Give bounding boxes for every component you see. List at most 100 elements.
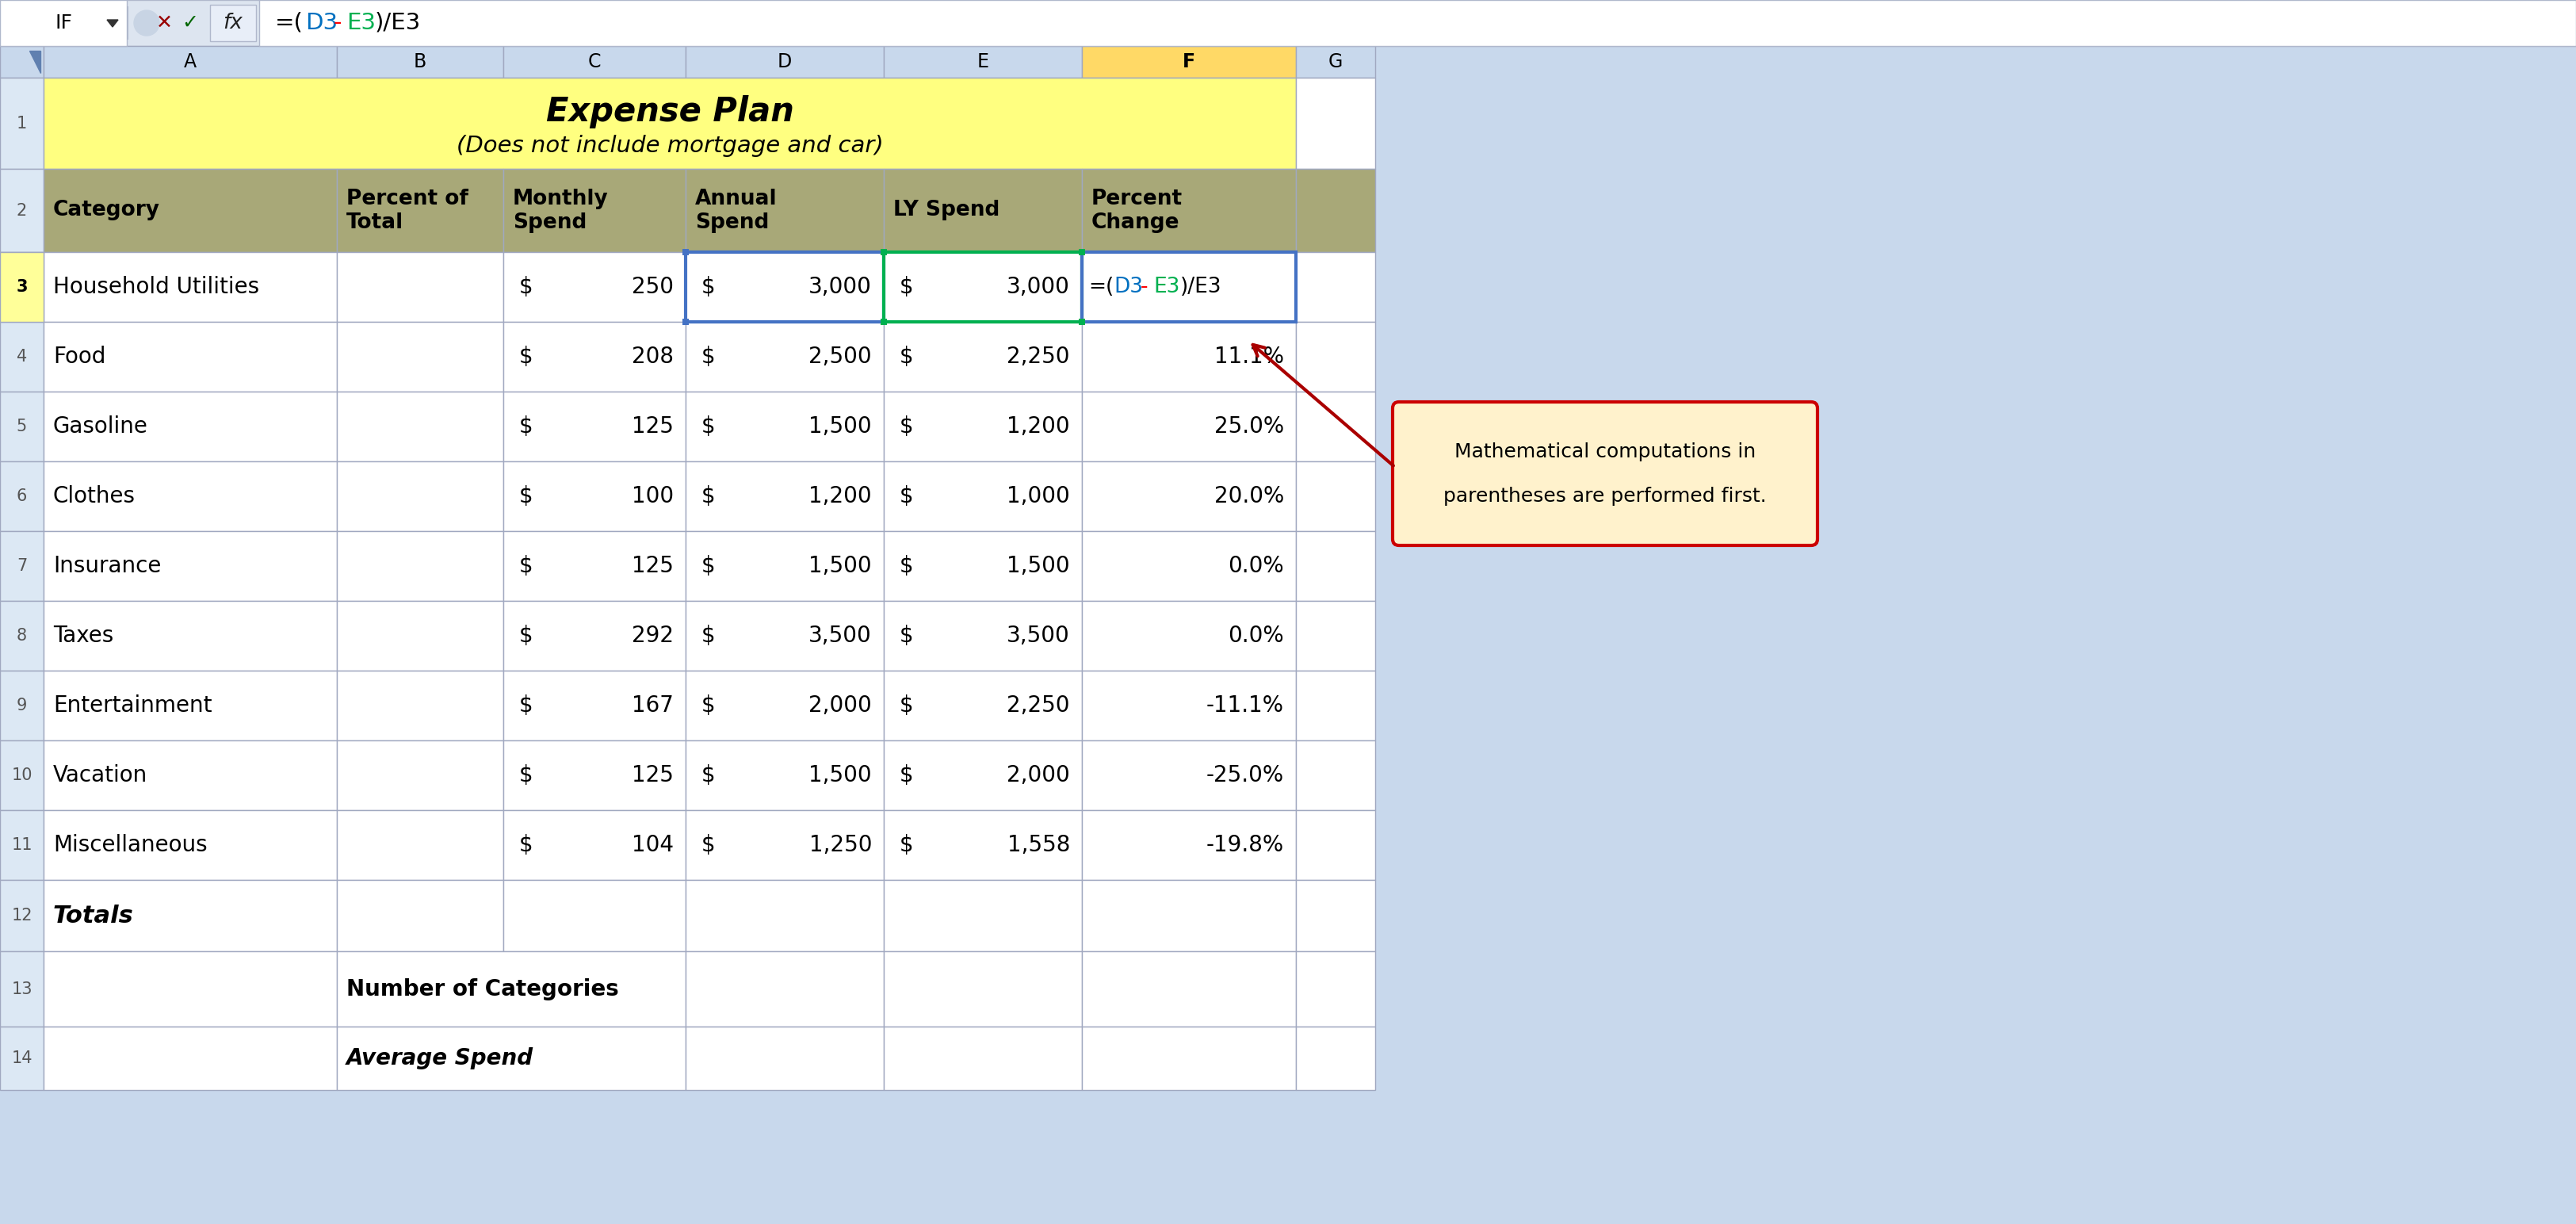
Text: Entertainment: Entertainment [54, 694, 211, 716]
Bar [44, 671, 337, 741]
Bar [0, 741, 44, 810]
Bar [44, 810, 337, 880]
Text: -: - [1141, 277, 1149, 297]
Text: 2,250: 2,250 [1007, 345, 1069, 368]
Bar [502, 392, 685, 461]
Bar [1082, 47, 1296, 77]
Text: 1,500: 1,500 [1007, 554, 1069, 578]
Bar [44, 392, 337, 461]
Text: 12: 12 [10, 908, 33, 924]
Text: 9: 9 [15, 698, 28, 714]
Text: 3,000: 3,000 [1007, 275, 1069, 299]
Text: B: B [415, 53, 428, 71]
Text: $: $ [701, 275, 716, 299]
Bar [884, 169, 1082, 252]
Bar [685, 461, 884, 531]
Bar [0, 531, 44, 601]
Text: D3: D3 [304, 12, 337, 34]
Bar [1082, 169, 1296, 252]
Bar [502, 810, 685, 880]
Text: E3: E3 [1154, 277, 1180, 297]
Text: 250: 250 [631, 275, 675, 299]
Text: 125: 125 [631, 554, 675, 578]
Text: 8: 8 [15, 628, 26, 644]
Bar [44, 461, 337, 531]
Text: =(: =( [276, 12, 304, 34]
Text: 2,000: 2,000 [1007, 764, 1069, 786]
Text: C: C [587, 53, 600, 71]
Text: 1,558: 1,558 [1007, 834, 1069, 856]
Text: 3,500: 3,500 [1007, 624, 1069, 646]
Bar [1079, 248, 1084, 256]
Text: 2: 2 [15, 202, 26, 218]
Bar [337, 531, 502, 601]
Text: Insurance: Insurance [54, 554, 162, 578]
Text: $: $ [701, 834, 716, 856]
Bar [1082, 392, 1296, 461]
Bar [44, 252, 337, 322]
Bar [0, 601, 44, 671]
Bar [884, 1027, 1082, 1091]
Text: 1,250: 1,250 [809, 834, 871, 856]
Text: 1,200: 1,200 [1007, 415, 1069, 438]
Text: Household Utilities: Household Utilities [54, 275, 260, 299]
Text: 5: 5 [15, 419, 26, 435]
Bar [502, 252, 685, 322]
Text: $: $ [701, 485, 716, 508]
Text: Mathematical computations in: Mathematical computations in [1455, 442, 1757, 461]
Bar [0, 252, 44, 322]
Bar [685, 252, 884, 322]
Bar [884, 880, 1082, 951]
Text: -: - [335, 12, 343, 34]
Bar [685, 322, 884, 392]
Text: 1,500: 1,500 [809, 764, 871, 786]
Bar [0, 322, 44, 392]
Bar [1296, 392, 1376, 461]
Text: 2,000: 2,000 [809, 694, 871, 716]
Bar [1296, 47, 1376, 77]
Text: 25.0%: 25.0% [1213, 415, 1283, 438]
Bar [1296, 810, 1376, 880]
Text: 6: 6 [15, 488, 28, 504]
Text: Percent of
Total: Percent of Total [345, 188, 469, 233]
Text: D3: D3 [1113, 277, 1144, 297]
Bar [1082, 1027, 1296, 1091]
Bar [0, 671, 44, 741]
Text: $: $ [520, 345, 533, 368]
Text: $: $ [520, 834, 533, 856]
Bar [685, 169, 884, 252]
Text: =(: =( [1087, 277, 1113, 297]
Bar [337, 951, 685, 1027]
Bar [0, 810, 44, 880]
Text: 20.0%: 20.0% [1213, 485, 1283, 508]
Bar [1296, 671, 1376, 741]
Bar [1296, 77, 1376, 169]
Text: 10: 10 [10, 767, 33, 783]
Text: $: $ [520, 485, 533, 508]
Bar [337, 392, 502, 461]
Text: $: $ [520, 694, 533, 716]
Bar [337, 741, 502, 810]
Bar [685, 810, 884, 880]
Text: $: $ [899, 485, 914, 508]
Bar [881, 248, 886, 256]
Text: 1: 1 [15, 115, 26, 131]
Bar [1082, 951, 1296, 1027]
Bar [0, 0, 126, 47]
Text: $: $ [520, 415, 533, 438]
Text: 3: 3 [15, 279, 28, 295]
Text: $: $ [701, 415, 716, 438]
Text: 1,000: 1,000 [1007, 485, 1069, 508]
Text: 125: 125 [631, 764, 675, 786]
Bar [1296, 169, 1376, 252]
Text: -11.1%: -11.1% [1206, 694, 1283, 716]
Text: Number of Categories: Number of Categories [345, 978, 618, 1000]
Bar [502, 671, 685, 741]
Text: $: $ [899, 834, 914, 856]
Text: F: F [1182, 53, 1195, 71]
Bar [44, 880, 337, 951]
Polygon shape [28, 50, 41, 73]
Text: (Does not include mortgage and car): (Does not include mortgage and car) [456, 135, 884, 157]
Bar [1082, 252, 1296, 322]
Bar [337, 252, 502, 322]
